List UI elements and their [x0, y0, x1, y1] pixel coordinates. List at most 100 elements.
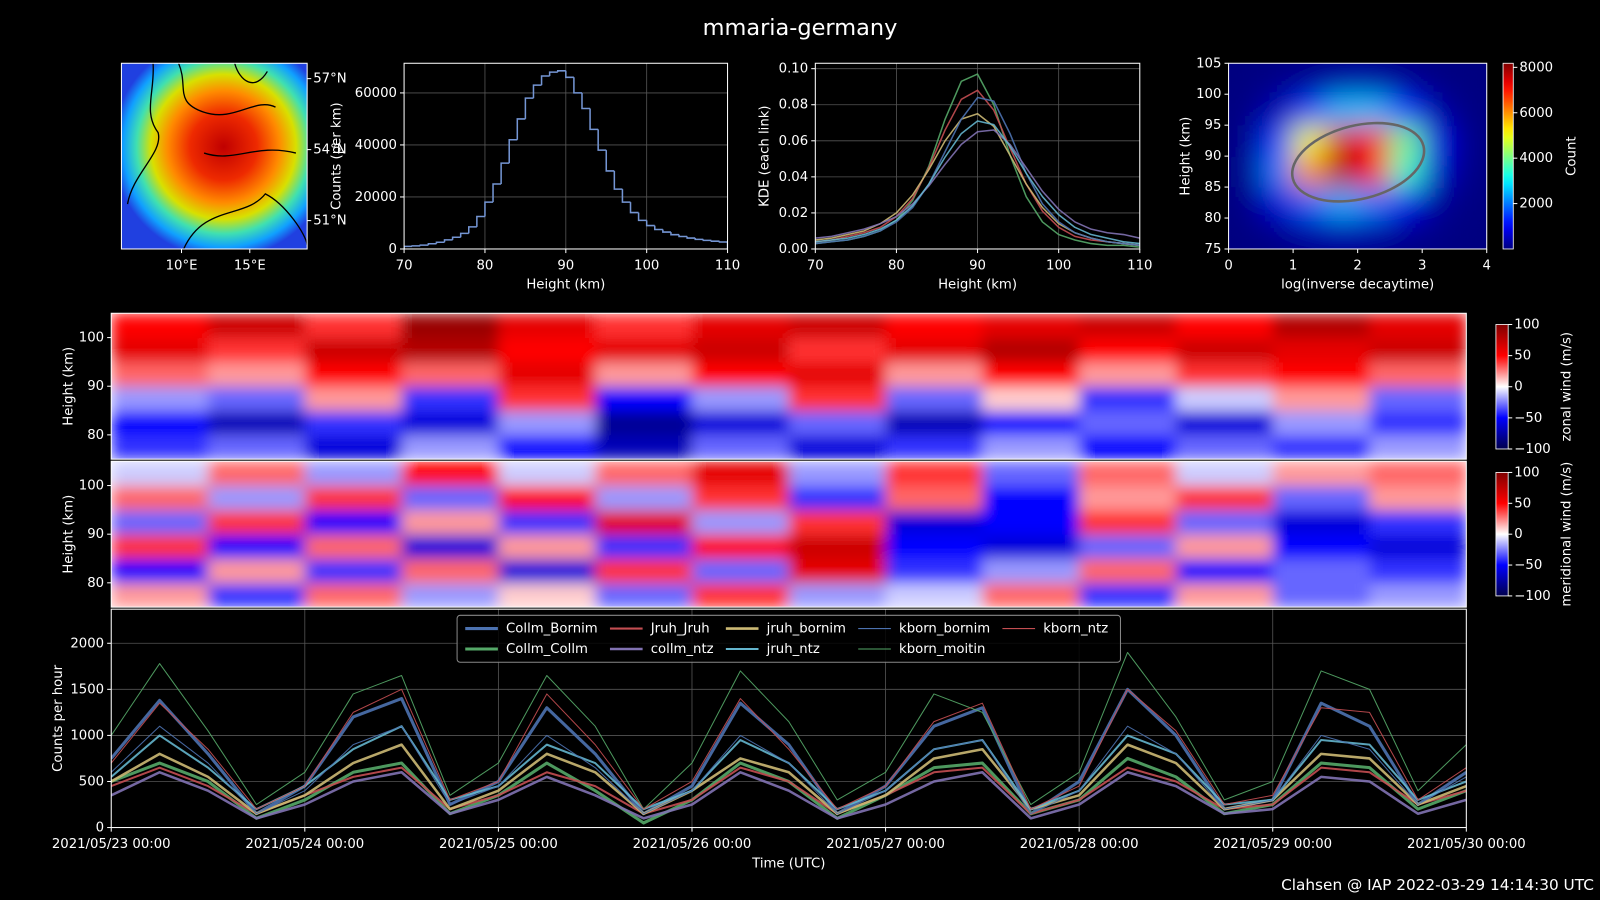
plot-area	[111, 313, 1467, 460]
heatmap-cell	[885, 509, 983, 535]
x-tick-label: 2021/05/27 00:00	[826, 837, 945, 852]
heatmap-cell	[1079, 434, 1177, 460]
histogram-bin	[645, 220, 655, 227]
heatmap-cell	[304, 509, 403, 535]
x-tick-label: 15°E	[234, 258, 266, 273]
heatmap-cell	[1454, 218, 1487, 249]
heatmap-cell	[111, 313, 209, 339]
heatmap-cell	[1272, 410, 1371, 436]
series-line	[815, 96, 1140, 247]
heatmap-cell	[1389, 156, 1423, 188]
x-tick-label: 2021/05/25 00:00	[439, 837, 558, 852]
heatmap-cell	[1389, 125, 1423, 157]
x-tick-label: 0	[1224, 258, 1232, 273]
heatmap-cell	[401, 434, 499, 460]
colorbar-tick-label: −100	[1514, 589, 1550, 604]
heatmap-cell	[208, 534, 306, 560]
colorbar	[1495, 324, 1509, 450]
histogram-bin	[532, 84, 542, 99]
colorbar	[1502, 62, 1514, 250]
heatmap-cell	[208, 313, 306, 339]
heatmap-cell	[691, 313, 790, 339]
x-tick-label: 3	[1418, 258, 1426, 273]
y-tick-label: 1000	[70, 728, 104, 743]
colorbar-tick-label: 0	[1514, 380, 1522, 395]
colorbar-tick-label: 0	[1514, 527, 1522, 542]
heatmap-cell	[1175, 434, 1274, 460]
heatmap-cell	[401, 386, 499, 412]
heatmap-cell	[304, 410, 403, 436]
heatmap-cell	[304, 386, 403, 412]
y-tick-label: 85	[1205, 180, 1222, 195]
contour	[1290, 121, 1426, 203]
x-tick-label: 2021/05/24 00:00	[245, 837, 364, 852]
heatmap-cell	[498, 337, 596, 363]
histogram-bin	[484, 201, 494, 217]
heatmap-cell	[304, 434, 403, 460]
y-tick-label: 0.04	[779, 170, 809, 185]
heatmap-cell	[1260, 218, 1294, 249]
heatmap-cell	[1369, 485, 1467, 511]
heatmap-cell	[498, 313, 596, 339]
heatmap-cell	[691, 509, 790, 535]
heatmap-cell	[1272, 485, 1371, 511]
y-tick-label: 80	[1205, 211, 1222, 226]
histogram-bin	[516, 118, 526, 140]
heatmap-cell	[1272, 337, 1371, 363]
histogram-bin	[597, 129, 607, 151]
heatmap-cell	[1369, 410, 1467, 436]
heatmap-cell	[691, 461, 790, 487]
heatmap-cell	[1175, 534, 1274, 560]
heatmap-cell	[111, 337, 209, 363]
histogram-bin	[548, 71, 558, 77]
histogram-bin	[670, 232, 680, 236]
histogram-bin	[411, 245, 421, 247]
coastline	[126, 63, 308, 249]
heatmap-cell	[885, 485, 983, 511]
heatmap-cell	[788, 337, 887, 363]
colorbar-tick-label: −50	[1514, 558, 1542, 573]
histogram-bin	[500, 162, 510, 184]
heatmap-cell	[982, 461, 1080, 487]
y-tick-label: 105	[1196, 56, 1221, 71]
heatmap-cell	[401, 485, 499, 511]
colorbar-tick-label: 100	[1514, 317, 1539, 332]
x-axis-label: log(inverse decaytime)	[1281, 278, 1434, 293]
heatmap-cells	[1228, 63, 1487, 249]
series-line	[815, 129, 1140, 239]
heatmap-cell	[885, 410, 983, 436]
y-axis-label: Counts per hour	[51, 664, 66, 772]
heatmap-cell	[595, 337, 693, 363]
heatmap-cell	[1260, 187, 1294, 219]
axes-frame	[110, 608, 1467, 829]
heatmap-cell	[1079, 485, 1177, 511]
histogram-bin	[524, 97, 534, 119]
histogram-bin	[419, 244, 429, 246]
heatmap-cell	[691, 485, 790, 511]
heatmap-cell	[1272, 558, 1371, 584]
histogram-bin	[613, 170, 623, 190]
heatmap-cell	[1325, 187, 1359, 219]
y-tick-label: 0	[389, 242, 397, 257]
x-tick-label: 2021/05/29 00:00	[1213, 837, 1332, 852]
heatmap-cell	[1272, 509, 1371, 535]
heatmap-cell	[304, 313, 403, 339]
y-tick-label: 95	[1205, 118, 1222, 133]
heatmap-cell	[1293, 187, 1326, 219]
heatmap-cell	[498, 461, 596, 487]
y-axis-label: Counts (per km)	[330, 102, 345, 210]
heatmap-cell	[1079, 534, 1177, 560]
heatmap-cell	[1422, 218, 1455, 249]
heatmap-cell	[1228, 187, 1262, 219]
y-axis-label: Height (km)	[1179, 117, 1194, 196]
y-tick-label: 500	[79, 774, 104, 789]
legend-label: kborn_moitin	[899, 642, 985, 657]
histogram-bin	[581, 92, 591, 110]
histogram-bin	[451, 236, 461, 240]
heatmap-cell	[304, 534, 403, 560]
heatmap-cell	[1272, 386, 1371, 412]
histogram-bin	[492, 183, 502, 203]
heatmap-cell	[498, 434, 596, 460]
x-tick-label: 90	[557, 258, 574, 273]
histogram-bin	[702, 239, 712, 242]
